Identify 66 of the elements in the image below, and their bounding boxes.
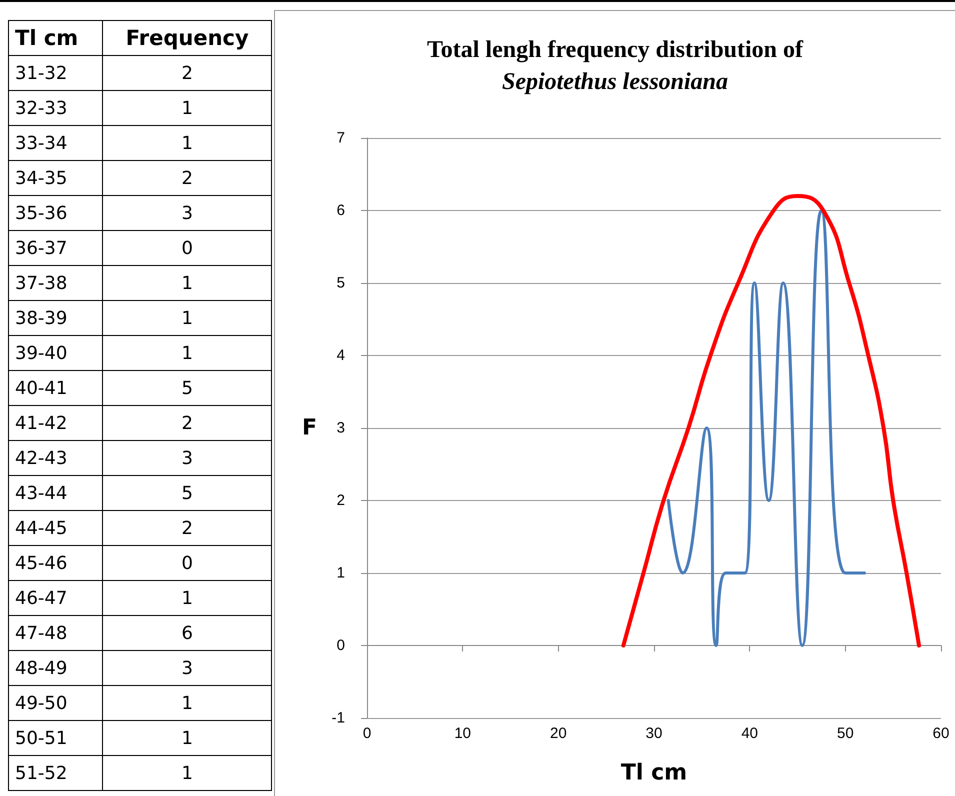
data-label: 1	[102, 336, 272, 370]
x-tick-label: 60	[932, 725, 950, 742]
category-label: 46-47	[8, 580, 103, 616]
x-tick-label: 20	[550, 725, 567, 742]
data-label: 0	[102, 230, 272, 266]
category-label: 49-50	[8, 686, 103, 720]
data-label: 6	[102, 616, 272, 650]
text: Tl cm	[8, 20, 103, 56]
category-label: 45-46	[8, 546, 103, 580]
y-axis-title: F	[302, 416, 317, 440]
category-label: 37-38	[8, 266, 103, 300]
category-label: 51-52	[8, 756, 103, 790]
category-label: 44-45	[8, 510, 103, 546]
category-label: 34-35	[8, 160, 103, 196]
x-tick-label: 30	[646, 725, 662, 742]
category-label: 50-51	[8, 720, 103, 756]
category-label: 47-48	[8, 616, 103, 650]
data-label: 1	[102, 90, 272, 126]
chart-subtitle: Sepiotethus lessoniana	[502, 69, 728, 95]
y-tick-label: 1	[336, 564, 345, 582]
category-label: 43-44	[8, 476, 103, 510]
category-label: 31-32	[8, 56, 103, 90]
category-label: 40-41	[8, 370, 103, 406]
data-label: 3	[102, 196, 272, 230]
y-tick-label: 4	[336, 347, 345, 364]
y-tick-label: 0	[336, 637, 345, 654]
y-tick-label: 6	[336, 202, 345, 219]
x-tick-label: 10	[454, 725, 472, 742]
x-tick-label: 0	[362, 725, 372, 742]
category-label: 35-36	[8, 196, 103, 230]
data-label: 2	[102, 406, 272, 440]
data-label: 5	[102, 370, 272, 406]
data-label: 1	[102, 300, 272, 336]
y-tick-label: 5	[336, 274, 345, 292]
y-tick-label: 2	[336, 492, 345, 509]
data-label: 3	[102, 650, 272, 686]
text: Frequency	[102, 20, 272, 56]
data-label: 1	[102, 126, 272, 160]
data-label: 1	[102, 756, 272, 790]
data-label: 2	[102, 510, 272, 546]
data-label: 2	[102, 160, 272, 196]
data-label: 1	[102, 720, 272, 756]
data-label: 1	[102, 266, 272, 300]
data-label: 0	[102, 546, 272, 580]
data-label: 1	[102, 580, 272, 616]
y-tick-label: 3	[336, 420, 345, 436]
data-label: 2	[102, 56, 272, 90]
category-label: 33-34	[8, 126, 103, 160]
category-label: 38-39	[8, 300, 103, 336]
line-series	[621, 194, 921, 648]
category-label: 48-49	[8, 650, 103, 686]
x-axis-title: Tl cm	[620, 760, 688, 786]
y-tick-label: -1	[332, 710, 345, 726]
y-tick-label: 7	[336, 130, 345, 146]
category-label: 36-37	[8, 230, 103, 266]
data-label: 1	[102, 686, 272, 720]
chart-title: Total lengh frequency distribution of	[426, 37, 804, 63]
category-label: 32-33	[8, 90, 103, 126]
category-label: 42-43	[8, 440, 103, 476]
x-tick-label: 40	[741, 725, 758, 742]
data-label: 5	[102, 476, 272, 510]
category-label: 39-40	[8, 336, 103, 370]
x-tick-label: 50	[836, 725, 854, 742]
category-label: 41-42	[8, 406, 103, 440]
data-label: 3	[102, 440, 272, 476]
line-series	[666, 209, 866, 647]
